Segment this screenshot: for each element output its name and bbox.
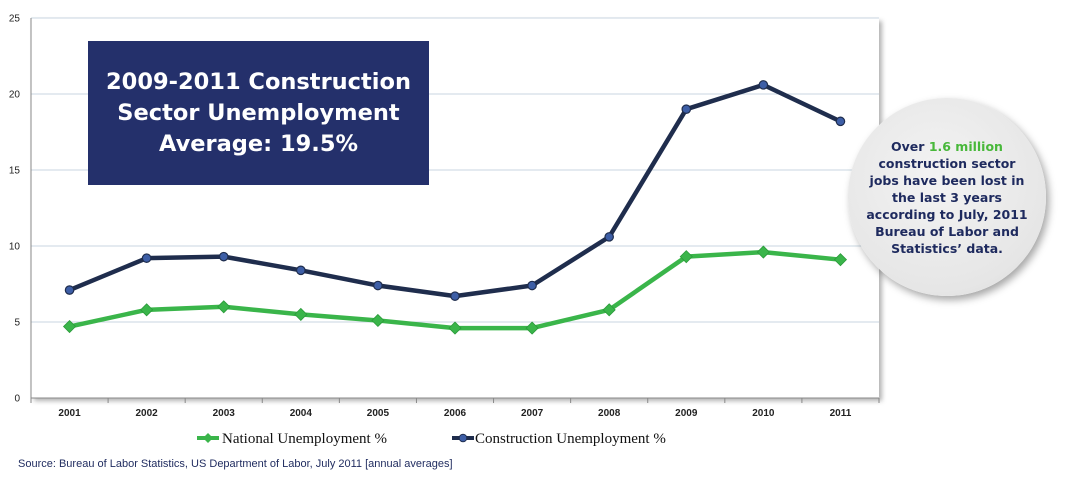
callout-circle: Over 1.6 million construction sector job… bbox=[848, 98, 1046, 296]
title-line-3: Average: 19.5% bbox=[158, 130, 359, 157]
data-point-national bbox=[140, 303, 154, 317]
x-tick-label: 2001 bbox=[58, 408, 81, 419]
data-point-national bbox=[371, 313, 385, 328]
data-point-national bbox=[62, 319, 77, 334]
title-line-2: Sector Unemployment bbox=[117, 99, 400, 126]
y-tick-label: 0 bbox=[14, 394, 20, 405]
data-point-construction bbox=[835, 116, 846, 127]
data-point-construction bbox=[604, 232, 614, 242]
data-point-national bbox=[217, 300, 231, 314]
legend: National Unemployment % Construction Unem… bbox=[197, 431, 666, 447]
callout-body: construction sector jobs have been lost … bbox=[866, 155, 1028, 256]
y-tick-label: 5 bbox=[14, 318, 20, 329]
data-point-construction bbox=[527, 280, 537, 291]
data-point-construction bbox=[218, 251, 229, 262]
title-box: 2009-2011 Construction Sector Unemployme… bbox=[88, 41, 429, 185]
data-point-national bbox=[756, 245, 770, 259]
source-note: Source: Bureau of Labor Statistics, US D… bbox=[18, 458, 453, 470]
x-tick-label: 2007 bbox=[521, 408, 544, 419]
callout-highlight: 1.6 million bbox=[928, 138, 1003, 154]
legend-marker-circle bbox=[458, 433, 468, 443]
data-point-construction bbox=[758, 80, 769, 90]
data-point-national bbox=[448, 321, 462, 335]
data-point-construction bbox=[64, 285, 75, 295]
x-tick-label: 2011 bbox=[830, 408, 852, 419]
data-point-national bbox=[602, 303, 616, 317]
x-tick-label: 2004 bbox=[290, 408, 313, 419]
x-tick-label: 2008 bbox=[598, 408, 621, 419]
data-point-construction bbox=[681, 104, 692, 114]
title-line-1: 2009-2011 Construction bbox=[106, 68, 411, 95]
data-point-national bbox=[525, 321, 539, 335]
y-tick-label: 15 bbox=[9, 166, 21, 177]
data-point-construction bbox=[141, 253, 152, 263]
x-tick-label: 2003 bbox=[213, 408, 236, 419]
y-tick-label: 25 bbox=[9, 14, 21, 25]
legend-label: Construction Unemployment % bbox=[475, 431, 666, 447]
callout-prefix: Over bbox=[891, 138, 929, 154]
legend-label: National Unemployment % bbox=[222, 431, 387, 447]
x-tick-label: 2009 bbox=[675, 408, 698, 419]
x-tick-label: 2010 bbox=[752, 408, 775, 419]
y-tick-label: 20 bbox=[9, 90, 21, 101]
data-point-national bbox=[679, 250, 693, 264]
legend-marker-diamond bbox=[203, 433, 213, 443]
x-tick-label: 2006 bbox=[444, 408, 467, 419]
data-point-construction bbox=[296, 265, 306, 276]
x-tick-label: 2005 bbox=[367, 408, 390, 419]
data-point-national bbox=[294, 307, 308, 321]
x-tick-label: 2002 bbox=[136, 408, 159, 419]
data-point-national bbox=[833, 253, 848, 267]
y-tick-label: 10 bbox=[9, 242, 21, 253]
data-point-construction bbox=[373, 280, 383, 291]
data-point-construction bbox=[450, 291, 460, 301]
